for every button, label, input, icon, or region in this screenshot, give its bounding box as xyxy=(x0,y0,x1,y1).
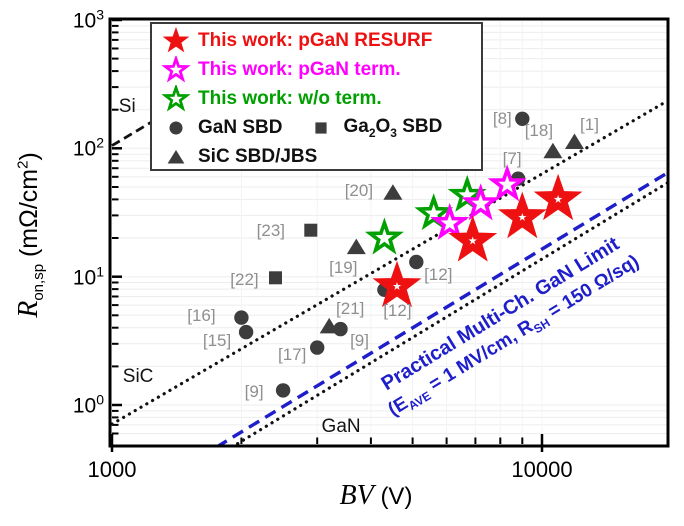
ref-label: [23] xyxy=(256,221,286,241)
marker-triangle xyxy=(319,317,339,334)
filled-star-icon xyxy=(162,26,190,52)
marker-circle xyxy=(515,111,530,127)
limit-line-sic xyxy=(111,99,668,426)
y-tick-label: 103 xyxy=(72,6,104,33)
marker-triangle xyxy=(383,184,403,200)
marker-circle xyxy=(238,324,254,340)
ref-label: [16] xyxy=(187,305,216,325)
line-label-gan: GaN xyxy=(321,416,361,438)
marker-triangle xyxy=(565,133,584,149)
ref-label: [22] xyxy=(230,269,259,289)
legend-label-ga2o3-sbd: Ga2O3 SBD xyxy=(343,116,442,140)
legend-row-pgan-resurf: This work: pGaN RESURF xyxy=(152,26,481,55)
triangle-icon xyxy=(167,149,185,164)
x-axis-title: BV (V) xyxy=(340,480,413,512)
marker-triangle xyxy=(543,142,563,159)
marker-square xyxy=(269,271,282,285)
circle-icon xyxy=(169,120,183,135)
ref-label: [17] xyxy=(277,344,307,364)
ref-label: [9] xyxy=(350,331,369,351)
line-label-sic: SiC xyxy=(122,366,154,388)
legend-label-pgan-term: This work: pGaN term. xyxy=(198,58,401,80)
ref-label: [21] xyxy=(336,299,365,319)
ref-label: [15] xyxy=(202,331,232,351)
square-icon xyxy=(315,121,328,134)
marker-circle xyxy=(234,310,249,325)
marker-circle xyxy=(275,383,291,398)
y-tick-label: 102 xyxy=(72,134,104,161)
marker-square xyxy=(304,223,318,237)
x-axis-unit: (V) xyxy=(373,483,413,510)
marker-circle xyxy=(310,340,325,355)
marker-star-open xyxy=(430,202,470,240)
legend-label-sic-sbd-jbs: SiC SBD/JBS xyxy=(198,145,318,167)
marker-star-filled xyxy=(448,215,498,262)
ga2o3-part: Ga xyxy=(343,115,369,137)
ref-label: [18] xyxy=(524,121,554,141)
y-axis-unit-close: ) xyxy=(15,152,43,161)
ref-label: [1] xyxy=(580,115,599,134)
legend-label-gan-sbd: GaN SBD xyxy=(198,116,283,138)
ref-label: [12] xyxy=(383,300,412,320)
legend-label-wo-term: This work: w/o term. xyxy=(198,87,382,109)
marker-star-open xyxy=(461,183,501,221)
legend-row-gan-ga2o3: GaN SBD Ga2O3 SBD xyxy=(152,113,481,142)
marker-triangle xyxy=(346,238,366,255)
legend-row-wo-term: This work: w/o term. xyxy=(152,84,481,113)
limit-line-practical-gan xyxy=(216,170,668,445)
y-axis-symbol: R xyxy=(13,300,44,318)
marker-star-filled xyxy=(372,260,422,308)
ref-label: [8] xyxy=(492,108,512,128)
legend-row-sic: SiC SBD/JBS xyxy=(152,142,481,171)
marker-star-filled xyxy=(498,191,547,239)
limit-line-gan xyxy=(232,181,668,445)
x-axis-symbol: BV xyxy=(339,480,374,511)
plot-frame xyxy=(108,17,670,448)
y-tick-label: 100 xyxy=(72,391,104,418)
ga2o3-part: SBD xyxy=(396,115,443,137)
y-tick-label: 101 xyxy=(72,263,104,290)
open-star-icon xyxy=(161,84,191,111)
legend: This work: pGaN RESURF This work: pGaN t… xyxy=(150,22,483,171)
y-axis-unit: (mΩ/cm xyxy=(15,168,43,264)
legend-label-pgan-resurf: This work: pGaN RESURF xyxy=(198,29,433,51)
marker-star-open xyxy=(364,217,404,255)
ref-label: [19] xyxy=(329,258,358,278)
ref-label: [20] xyxy=(344,180,374,200)
line-label-si: Si xyxy=(118,95,136,117)
ga2o3-part: O xyxy=(375,115,391,137)
ref-label: [7] xyxy=(502,148,522,168)
marker-circle xyxy=(409,254,424,270)
marker-star-filled xyxy=(533,173,583,221)
y-axis-exponent: 2 xyxy=(14,160,32,169)
legend-row-pgan-term: This work: pGaN term. xyxy=(152,55,481,84)
y-axis-title: Ron,sp (mΩ/cm2) xyxy=(13,152,47,318)
open-star-icon xyxy=(161,55,191,82)
ga2o3-sub: 3 xyxy=(390,125,397,140)
ref-label: [9] xyxy=(244,382,264,402)
marker-star-open xyxy=(487,164,527,202)
ga2o3-sub: 2 xyxy=(368,125,376,140)
y-axis-subscript: on,sp xyxy=(30,263,47,301)
x-tick-label: 1000 xyxy=(87,457,137,482)
ref-label: [12] xyxy=(424,265,453,285)
x-tick-label: 10000 xyxy=(511,457,573,482)
